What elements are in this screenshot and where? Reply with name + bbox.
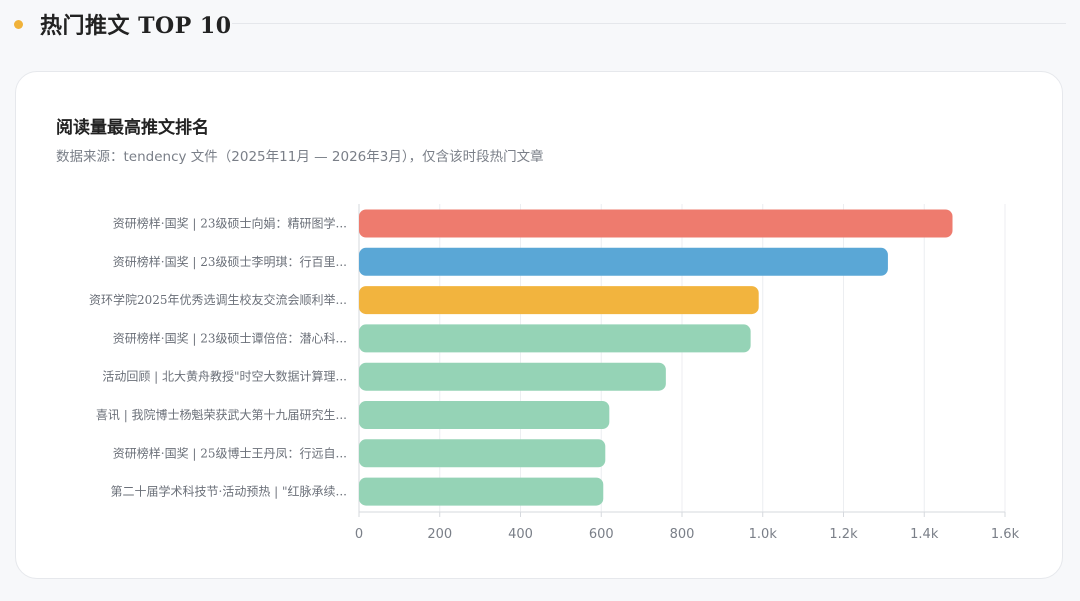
section-title: 热门推文 TOP 10 (40, 13, 232, 39)
x-tick-label: 1.0k (749, 527, 778, 542)
category-label: 资研榜样·国奖 | 23级硕士谭倍倍：潜心科... (113, 330, 347, 345)
x-tick-label: 1.2k (829, 527, 858, 542)
x-tick-label: 1.4k (910, 527, 939, 542)
section-bullet-dot (14, 20, 23, 29)
x-tick-label: 800 (670, 527, 695, 542)
category-label: 活动回顾 | 北大黄舟教授"时空大数据计算理... (102, 369, 347, 384)
bar (359, 439, 606, 468)
x-tick-label: 600 (589, 527, 614, 542)
bar (359, 477, 604, 506)
category-label: 第二十届学术科技节·活动预热 | "红脉承续... (111, 484, 347, 499)
chart-subtitle: 数据来源：tendency 文件（2025年11月 — 2026年3月），仅含该… (56, 149, 544, 165)
x-tick-label: 0 (355, 527, 363, 542)
category-label: 喜讯 | 我院博士杨魁荣获武大第十九届研究生... (96, 407, 347, 422)
bar (359, 362, 666, 391)
section-divider (232, 23, 1066, 24)
bar (359, 286, 759, 315)
category-label: 资研榜样·国奖 | 23级硕士李明琪：行百里... (113, 254, 347, 269)
x-tick-label: 400 (508, 527, 533, 542)
category-label: 资研榜样·国奖 | 25级博士王丹凤：行远自... (113, 445, 347, 460)
bar (359, 401, 610, 429)
x-tick-label: 1.6k (991, 527, 1020, 542)
chart-title: 阅读量最高推文排名 (56, 118, 209, 138)
category-label: 资研榜样·国奖 | 23级硕士向娟：精研图学... (113, 216, 347, 231)
category-label: 资环学院2025年优秀选调生校友交流会顺利举... (89, 292, 347, 307)
bar (359, 209, 953, 238)
bar (359, 247, 888, 276)
x-tick-label: 200 (427, 527, 452, 542)
bar (359, 324, 751, 353)
